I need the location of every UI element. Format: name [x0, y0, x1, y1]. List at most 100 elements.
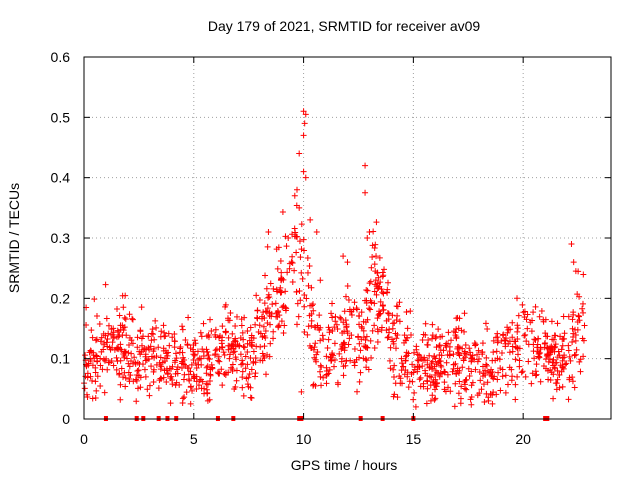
data-point — [313, 351, 320, 358]
data-point — [422, 331, 429, 338]
data-point — [398, 355, 405, 362]
data-point — [137, 384, 144, 391]
data-point — [318, 382, 325, 389]
data-point — [254, 307, 261, 314]
data-point — [158, 328, 165, 335]
data-point — [537, 346, 544, 353]
data-point — [344, 328, 351, 335]
data-point — [167, 400, 174, 407]
data-point — [308, 317, 315, 324]
data-point — [291, 267, 298, 274]
data-point — [171, 338, 178, 345]
data-point — [424, 385, 431, 392]
data-point — [445, 329, 452, 336]
data-point — [385, 329, 392, 336]
data-point — [568, 241, 575, 248]
data-point — [163, 378, 170, 385]
data-point — [386, 357, 393, 364]
data-point — [509, 348, 516, 355]
data-point — [410, 396, 417, 403]
data-point — [247, 355, 254, 362]
data-point — [130, 378, 137, 385]
data-point — [459, 364, 466, 371]
data-point — [545, 345, 552, 352]
data-point — [364, 235, 371, 241]
data-point — [126, 334, 133, 341]
data-point — [430, 378, 437, 385]
data-point — [306, 262, 313, 269]
data-point — [458, 383, 465, 390]
data-point — [274, 265, 281, 272]
data-point — [191, 352, 198, 359]
data-point — [283, 305, 290, 312]
data-point — [300, 108, 307, 115]
data-point — [453, 370, 460, 377]
data-point — [502, 389, 509, 396]
data-point — [220, 349, 227, 356]
data-point — [265, 291, 272, 298]
data-point — [206, 378, 213, 385]
data-point — [157, 354, 164, 361]
data-point — [442, 369, 449, 376]
data-point — [293, 186, 300, 193]
data-point — [565, 313, 572, 320]
x-tick-label: 20 — [515, 431, 531, 447]
data-point — [93, 387, 100, 394]
data-point — [277, 258, 284, 265]
data-point — [219, 344, 226, 351]
data-point — [295, 313, 302, 320]
data-point — [264, 319, 271, 326]
data-point — [301, 328, 308, 335]
data-point — [566, 353, 573, 360]
data-point — [216, 345, 223, 352]
data-point — [372, 281, 379, 288]
data-point — [519, 301, 526, 308]
data-point — [92, 394, 99, 401]
data-point — [390, 340, 397, 347]
data-point — [323, 364, 330, 371]
data-point — [159, 359, 166, 366]
data-point — [493, 334, 500, 341]
data-point — [453, 335, 460, 342]
data-point — [553, 386, 560, 393]
data-point — [232, 343, 239, 350]
data-point — [475, 347, 482, 354]
data-point — [122, 349, 129, 356]
data-point — [123, 355, 130, 362]
data-point — [137, 351, 144, 358]
data-point — [289, 253, 296, 260]
data-point — [452, 329, 459, 336]
data-point — [317, 373, 324, 380]
data-point — [282, 233, 289, 240]
y-tick-label: 0.5 — [51, 109, 71, 125]
data-point — [363, 357, 370, 364]
data-point — [248, 366, 255, 373]
data-point — [285, 235, 292, 241]
data-point — [461, 328, 468, 335]
data-point — [394, 303, 401, 310]
data-point — [129, 340, 136, 347]
data-point — [264, 243, 271, 250]
data-point — [450, 351, 457, 358]
data-point — [391, 391, 398, 398]
data-point — [540, 318, 547, 325]
data-point — [379, 289, 386, 296]
data-point — [426, 352, 433, 359]
data-point — [424, 377, 431, 384]
data-point — [242, 353, 249, 360]
data-point — [350, 306, 357, 313]
data-point — [433, 344, 440, 351]
data-point — [227, 309, 234, 316]
data-point — [484, 379, 491, 386]
data-point — [108, 357, 115, 364]
data-point — [574, 326, 581, 333]
data-point — [182, 363, 189, 370]
data-point — [310, 307, 317, 314]
data-point — [364, 287, 371, 294]
data-point — [576, 317, 583, 324]
data-point — [286, 265, 293, 272]
data-point — [536, 350, 543, 357]
data-point — [340, 253, 347, 260]
data-point — [248, 342, 255, 349]
data-point — [482, 367, 489, 374]
